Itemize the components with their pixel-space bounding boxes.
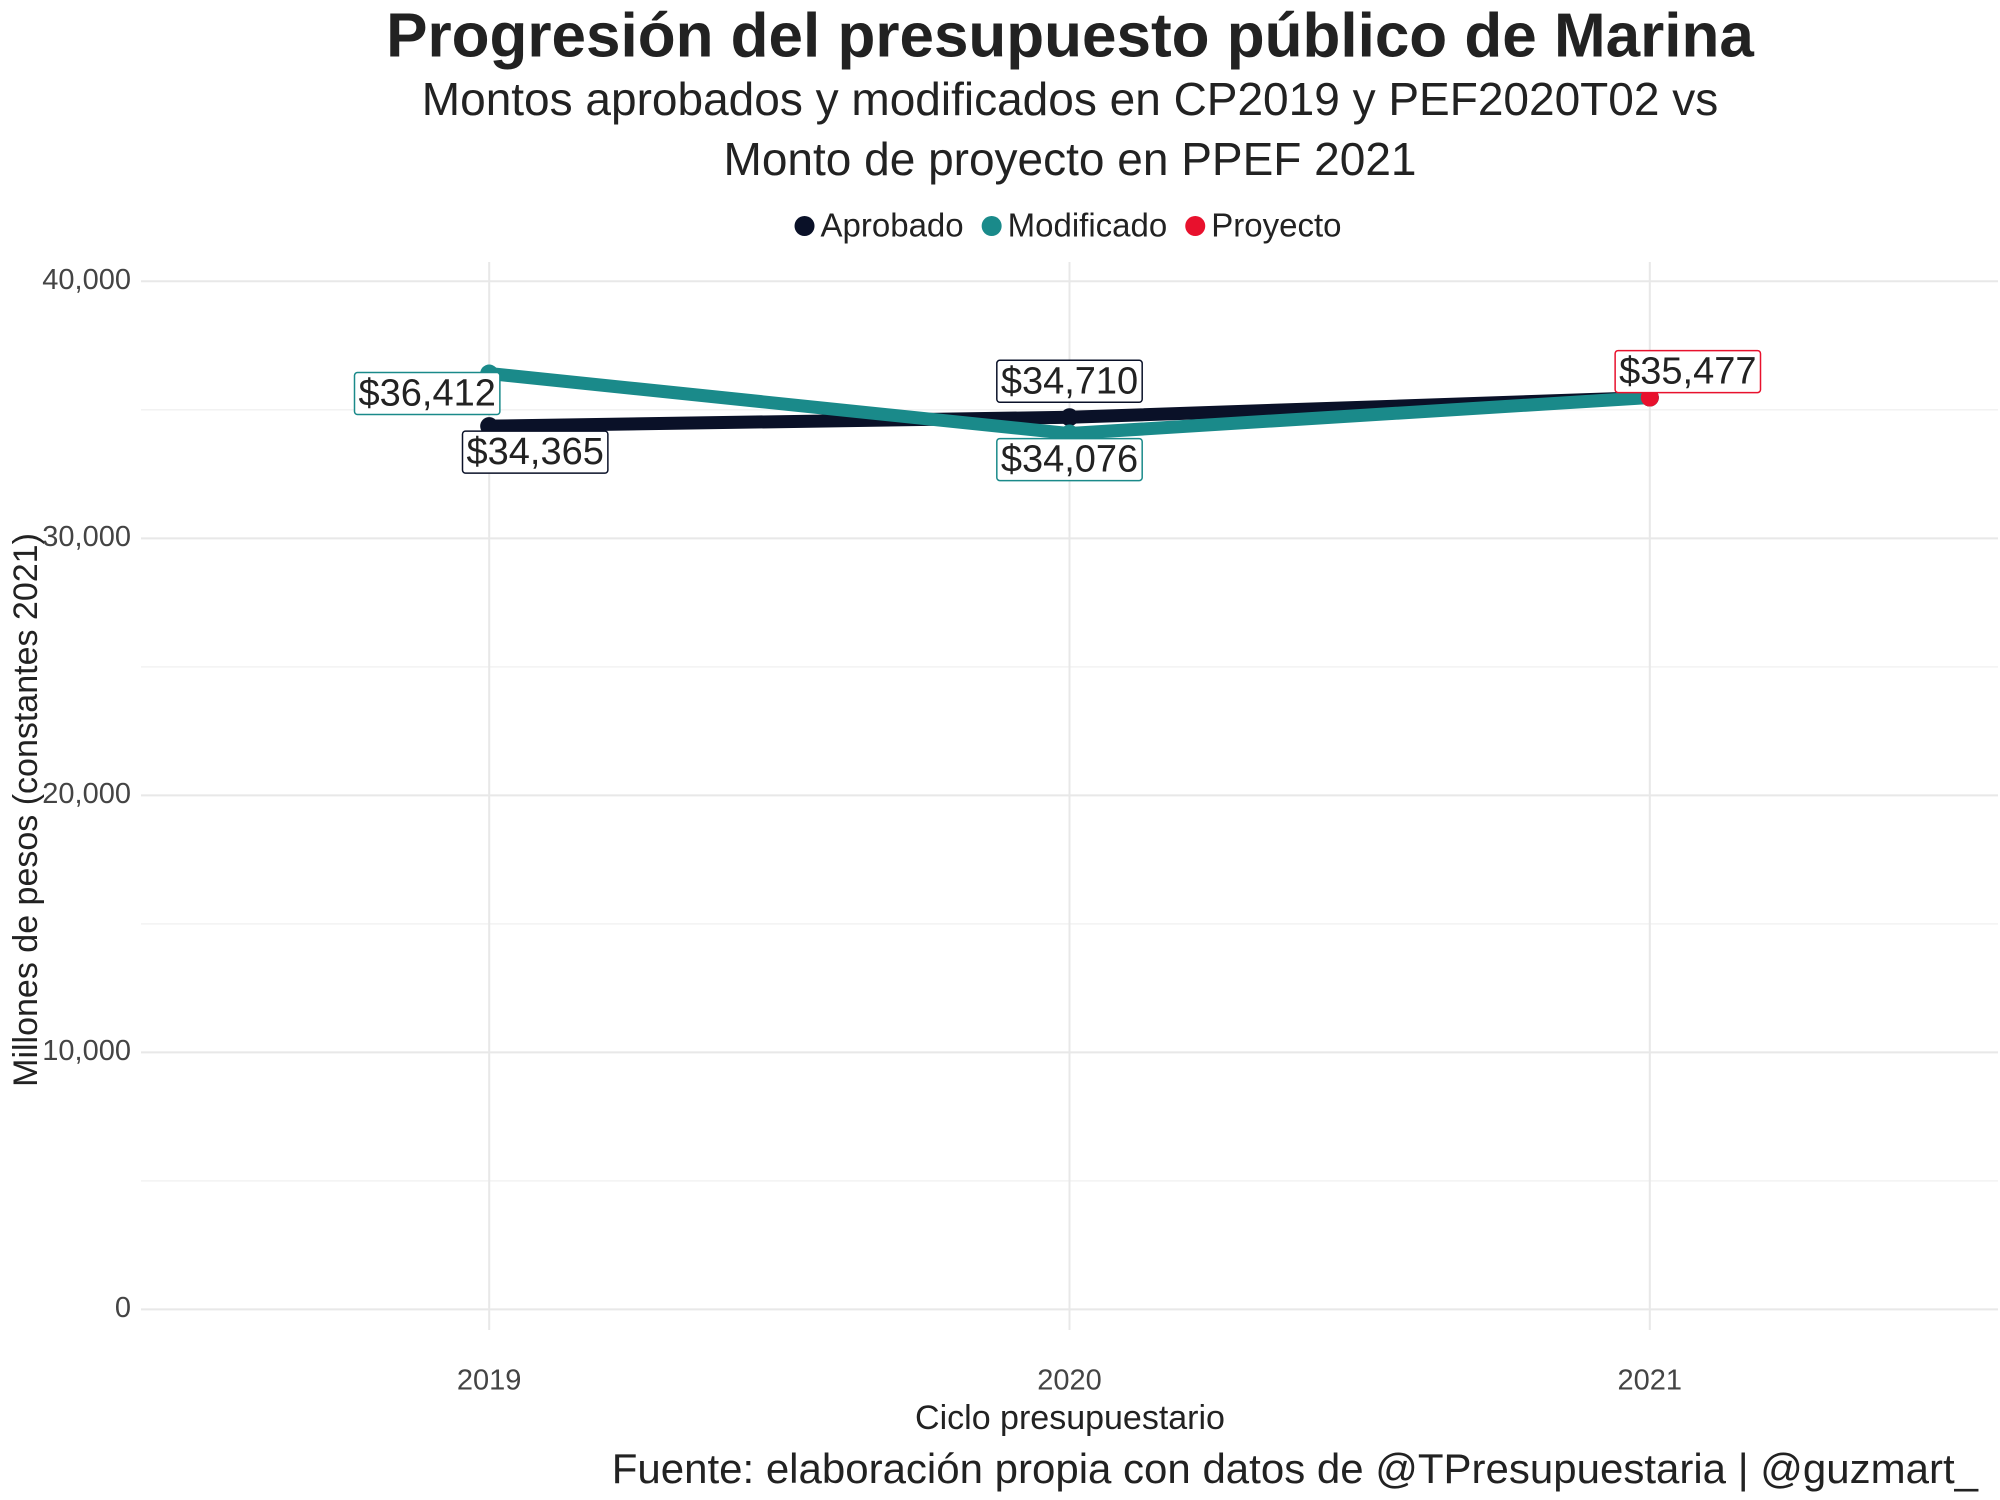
- legend-label: Modificado: [1008, 207, 1168, 244]
- chart-subtitle: Montos aprobados y modificados en CP2019…: [422, 73, 1718, 125]
- value-label: $34,076: [1001, 439, 1138, 481]
- y-tick-label: 40,000: [42, 264, 131, 296]
- legend-label: Aprobado: [821, 207, 964, 244]
- value-label: $34,365: [467, 431, 604, 473]
- value-label-box: [996, 437, 1143, 482]
- y-tick-label: 10,000: [42, 1035, 131, 1067]
- y-tick-label: 30,000: [42, 521, 131, 553]
- chart-subtitle: Monto de proyecto en PPEF 2021: [724, 133, 1417, 185]
- y-axis-title: Millones de pesos (constantes 2021): [7, 533, 45, 1087]
- caption: Fuente: elaboración propia con datos de …: [612, 1445, 1979, 1492]
- chart-title: Progresión del presupuesto público de Ma…: [386, 1, 1754, 70]
- data-point: [1060, 408, 1079, 427]
- x-tick-label: 2019: [457, 1365, 522, 1397]
- value-label: $36,412: [359, 373, 496, 415]
- legend-marker: [794, 216, 815, 236]
- value-label: $35,477: [1619, 351, 1756, 393]
- x-tick-label: 2021: [1618, 1365, 1683, 1397]
- value-label-box: [996, 359, 1143, 404]
- y-tick-label: 20,000: [42, 778, 131, 810]
- legend-label: Proyecto: [1211, 207, 1341, 244]
- legend-marker: [1185, 216, 1206, 236]
- value-label-box: [353, 371, 501, 416]
- x-axis-title: Ciclo presupuestario: [915, 1399, 1225, 1437]
- value-label-box: [1614, 349, 1762, 394]
- value-label-box: [461, 430, 609, 474]
- x-tick-label: 2020: [1037, 1365, 1102, 1397]
- value-label: $34,710: [1001, 360, 1138, 402]
- y-tick-label: 0: [115, 1292, 131, 1324]
- legend-marker: [981, 216, 1002, 236]
